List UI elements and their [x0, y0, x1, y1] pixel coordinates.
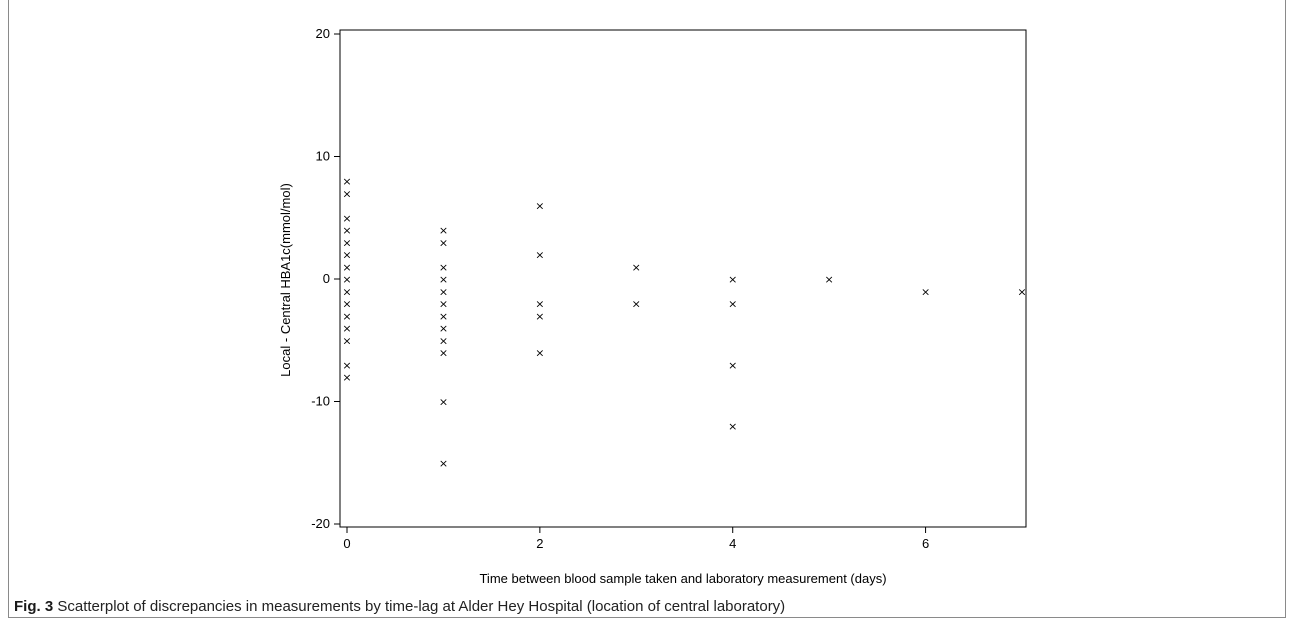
data-point: × — [342, 298, 351, 311]
y-tick-label: 10 — [316, 149, 330, 164]
data-point: × — [342, 371, 351, 384]
data-point: × — [439, 310, 448, 323]
data-point: × — [342, 249, 351, 262]
data-point: × — [342, 310, 351, 323]
data-point: × — [342, 236, 351, 249]
data-point: × — [342, 359, 351, 372]
data-point: × — [728, 359, 737, 372]
data-point: × — [342, 187, 351, 200]
data-point: × — [921, 285, 930, 298]
data-point: × — [342, 334, 351, 347]
data-point: × — [825, 273, 834, 286]
data-point: × — [728, 298, 737, 311]
x-axis: 0 2 4 6 — [343, 527, 929, 551]
data-point: × — [439, 285, 448, 298]
data-point: × — [535, 298, 544, 311]
data-point: × — [342, 273, 351, 286]
data-point: × — [439, 298, 448, 311]
data-point: × — [632, 261, 641, 274]
x-tick-label: 0 — [343, 536, 350, 551]
y-tick-label: -20 — [311, 516, 330, 531]
data-point: × — [535, 249, 544, 262]
data-point: × — [535, 310, 544, 323]
figure-label: Fig. 3 — [14, 598, 54, 615]
data-point: × — [1017, 285, 1026, 298]
data-point: × — [342, 175, 351, 188]
data-points: ××××××××××××××××××××××××××××××××××××××××… — [342, 175, 1026, 470]
data-point: × — [535, 200, 544, 213]
x-tick-label: 2 — [536, 536, 543, 551]
data-point: × — [342, 224, 351, 237]
figure-caption: Fig. 3 Scatterplot of discrepancies in m… — [14, 598, 785, 615]
x-tick-label: 4 — [729, 536, 736, 551]
data-point: × — [342, 212, 351, 225]
data-point: × — [439, 224, 448, 237]
data-point: × — [535, 347, 544, 360]
data-point: × — [342, 285, 351, 298]
data-point: × — [439, 322, 448, 335]
data-point: × — [439, 236, 448, 249]
data-point: × — [439, 396, 448, 409]
x-axis-title: Time between blood sample taken and labo… — [479, 571, 886, 586]
data-point: × — [439, 334, 448, 347]
data-point: × — [439, 273, 448, 286]
data-point: × — [439, 457, 448, 470]
y-tick-label: 20 — [316, 26, 330, 41]
figure-caption-text: Scatterplot of discrepancies in measurem… — [57, 598, 786, 615]
data-point: × — [342, 261, 351, 274]
figure-frame — [8, 0, 1286, 618]
data-point: × — [342, 322, 351, 335]
y-axis-title: Local - Central HBA1c(mmol/mol) — [278, 183, 293, 377]
y-tick-label: 0 — [323, 271, 330, 286]
data-point: × — [728, 273, 737, 286]
data-point: × — [632, 298, 641, 311]
data-point: × — [439, 261, 448, 274]
x-tick-label: 6 — [922, 536, 929, 551]
data-point: × — [728, 420, 737, 433]
y-axis: -20 -10 0 10 20 — [311, 26, 340, 531]
y-tick-label: -10 — [311, 394, 330, 409]
data-point: × — [439, 347, 448, 360]
